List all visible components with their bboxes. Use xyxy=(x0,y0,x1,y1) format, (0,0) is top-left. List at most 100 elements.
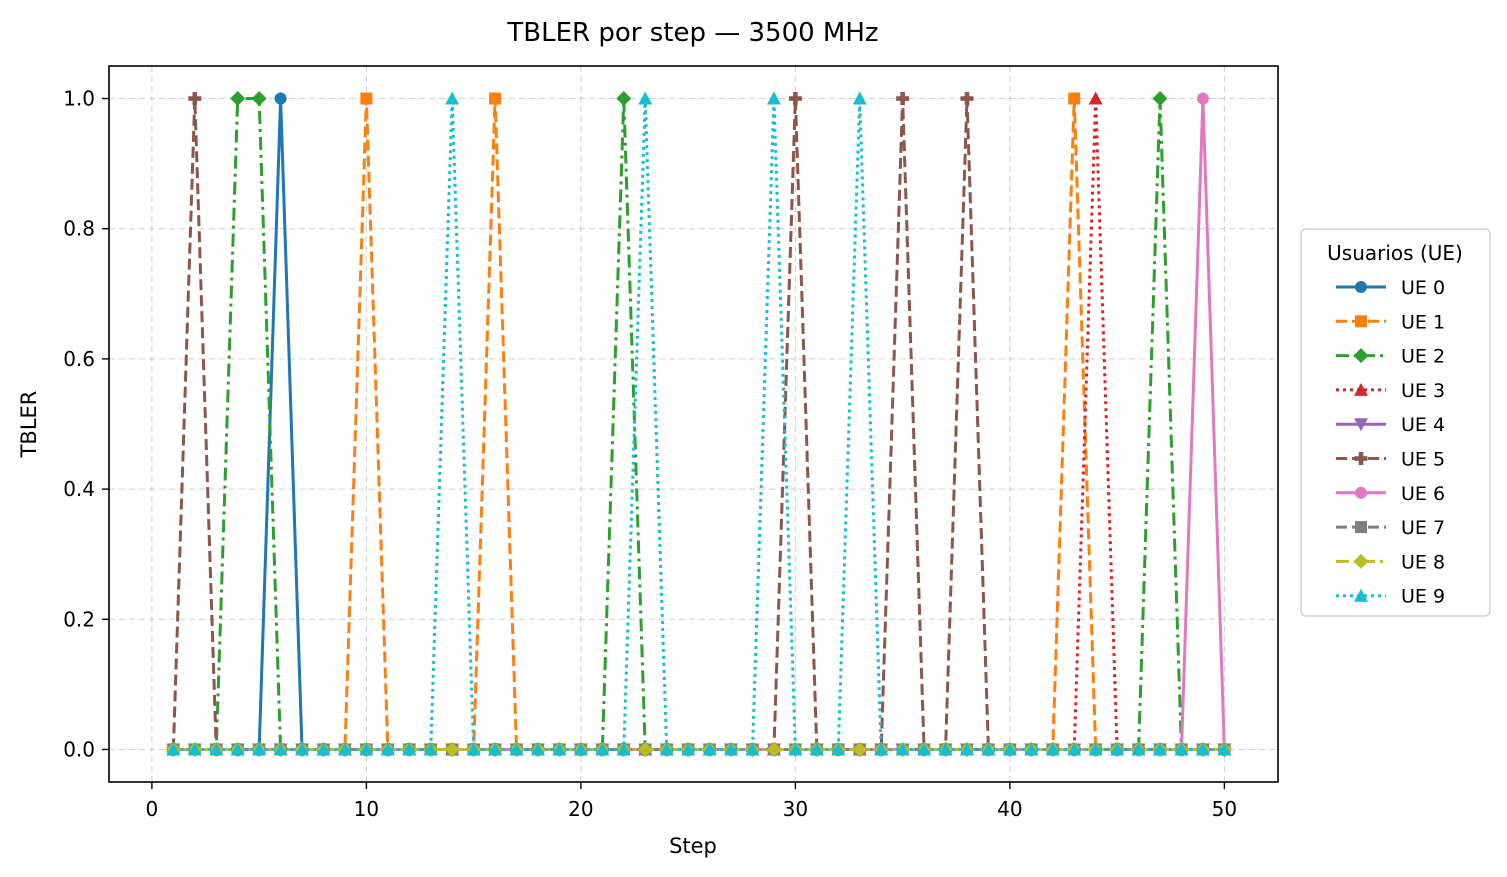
data-point-ue-8 xyxy=(852,741,868,757)
data-point-ue-9 xyxy=(1045,742,1060,756)
data-point-ue-9 xyxy=(1131,742,1146,756)
data-point-ue-9 xyxy=(466,742,481,756)
legend-item-ue-0: UE 0 xyxy=(1336,277,1445,299)
data-point-ue-9 xyxy=(702,742,717,756)
data-point-ue-2 xyxy=(230,91,246,107)
data-point-ue-1 xyxy=(489,92,502,105)
legend-item-ue-2: UE 2 xyxy=(1336,346,1445,368)
legend-label: UE 1 xyxy=(1401,311,1445,333)
data-point-ue-9 xyxy=(874,742,889,756)
legend-item-ue-5: UE 5 xyxy=(1336,449,1445,471)
data-point-ue-9 xyxy=(895,742,910,756)
legend-swatch-marker xyxy=(1355,281,1367,293)
y-tick-label: 0.8 xyxy=(63,217,95,241)
marker-bar xyxy=(900,92,905,106)
legend-swatch-marker xyxy=(1355,486,1367,499)
chart-title: TBLER por step — 3500 MHz xyxy=(506,18,878,48)
legend-item-ue-4: UE 4 xyxy=(1336,414,1445,436)
legend-swatch-marker xyxy=(1355,315,1367,328)
data-point-ue-9 xyxy=(1174,742,1189,756)
data-point-ue-9 xyxy=(616,742,631,756)
legend-item-ue-7: UE 7 xyxy=(1336,517,1445,539)
y-tick-label: 0.6 xyxy=(63,347,95,371)
data-point-ue-0 xyxy=(274,92,287,105)
y-tick-label: 0.2 xyxy=(63,607,95,631)
y-tick-label: 0.0 xyxy=(63,737,95,761)
data-point-ue-5 xyxy=(896,92,910,106)
data-point-ue-9 xyxy=(380,742,395,756)
data-point-ue-9 xyxy=(1067,742,1082,756)
data-point-ue-9 xyxy=(981,742,996,756)
legend-item-ue-3: UE 3 xyxy=(1336,380,1445,402)
data-point-ue-5 xyxy=(788,92,802,106)
legend-swatch-marker xyxy=(1354,452,1368,465)
legend-box xyxy=(1300,228,1491,617)
legend-label: UE 3 xyxy=(1401,380,1445,402)
x-tick-label: 0 xyxy=(146,797,159,821)
legend-title: Usuarios (UE) xyxy=(1327,241,1463,265)
x-axis-label: Step xyxy=(669,834,717,858)
data-point-ue-9 xyxy=(273,742,288,756)
data-point-ue-9 xyxy=(337,742,352,756)
legend-label: UE 9 xyxy=(1401,586,1445,608)
data-point-ue-9 xyxy=(852,91,867,105)
data-point-ue-9 xyxy=(166,742,181,756)
data-point-ue-9 xyxy=(831,742,846,756)
data-point-ue-9 xyxy=(917,742,932,756)
data-point-ue-2 xyxy=(251,91,267,107)
data-point-ue-9 xyxy=(509,742,524,756)
data-point-ue-9 xyxy=(423,742,438,756)
legend-swatch-marker xyxy=(1355,521,1367,534)
data-point-ue-9 xyxy=(1002,742,1017,756)
data-point-ue-8 xyxy=(637,741,653,757)
data-point-ue-9 xyxy=(552,742,567,756)
data-point-ue-9 xyxy=(209,742,224,756)
legend-label: UE 2 xyxy=(1401,346,1445,368)
legend-item-ue-9: UE 9 xyxy=(1336,586,1445,608)
data-point-ue-9 xyxy=(530,742,545,756)
legend-label: UE 4 xyxy=(1401,414,1445,436)
legend-item-ue-1: UE 1 xyxy=(1336,311,1445,333)
legend: Usuarios (UE) UE 0 UE 1 UE 2 UE 3 UE 4 UE 5 UE… xyxy=(1300,228,1491,617)
legend-swatch-marker xyxy=(1353,348,1369,364)
data-point-ue-9 xyxy=(573,742,588,756)
legend-swatch-marker xyxy=(1354,382,1368,396)
data-point-ue-9 xyxy=(788,742,803,756)
y-tick-label: 1.0 xyxy=(63,87,95,111)
data-point-ue-9 xyxy=(638,91,653,105)
y-tick-label: 0.4 xyxy=(63,477,95,501)
data-point-ue-1 xyxy=(360,92,373,105)
data-point-ue-9 xyxy=(1217,742,1232,756)
data-point-ue-2 xyxy=(1152,91,1168,107)
data-point-ue-9 xyxy=(595,742,610,756)
data-point-ue-9 xyxy=(1024,742,1039,756)
data-point-ue-3 xyxy=(1088,91,1103,105)
data-point-ue-9 xyxy=(809,742,824,756)
data-point-ue-9 xyxy=(681,742,696,756)
data-point-ue-5 xyxy=(960,92,974,106)
data-point-ue-9 xyxy=(1110,742,1125,756)
legend-swatch-marker xyxy=(1354,418,1368,432)
data-point-ue-8 xyxy=(766,741,782,757)
data-point-ue-9 xyxy=(766,91,781,105)
marker-bar xyxy=(1358,452,1364,465)
data-point-ue-9 xyxy=(745,742,760,756)
legend-label: UE 8 xyxy=(1401,551,1445,573)
x-tick-label: 30 xyxy=(783,797,808,821)
axis-ticks: 0 10 20 30 40 50 0.0 0.2 0.4 0.6 0.8 1.0 xyxy=(63,87,1237,821)
data-point-ue-9 xyxy=(445,91,460,105)
data-point-ue-9 xyxy=(316,742,331,756)
x-tick-label: 20 xyxy=(568,797,593,821)
plot-frame xyxy=(108,65,1279,783)
marker-bar xyxy=(192,92,198,106)
legend-label: UE 7 xyxy=(1401,517,1445,539)
x-tick-label: 50 xyxy=(1212,797,1237,821)
series-ue-9 xyxy=(166,91,1232,756)
data-point-ue-9 xyxy=(252,742,267,756)
data-point-ue-9 xyxy=(359,742,374,756)
marker-bar xyxy=(964,92,970,106)
data-point-ue-9 xyxy=(230,742,245,756)
marker-bar xyxy=(793,92,798,106)
legend-label: UE 5 xyxy=(1401,449,1445,471)
